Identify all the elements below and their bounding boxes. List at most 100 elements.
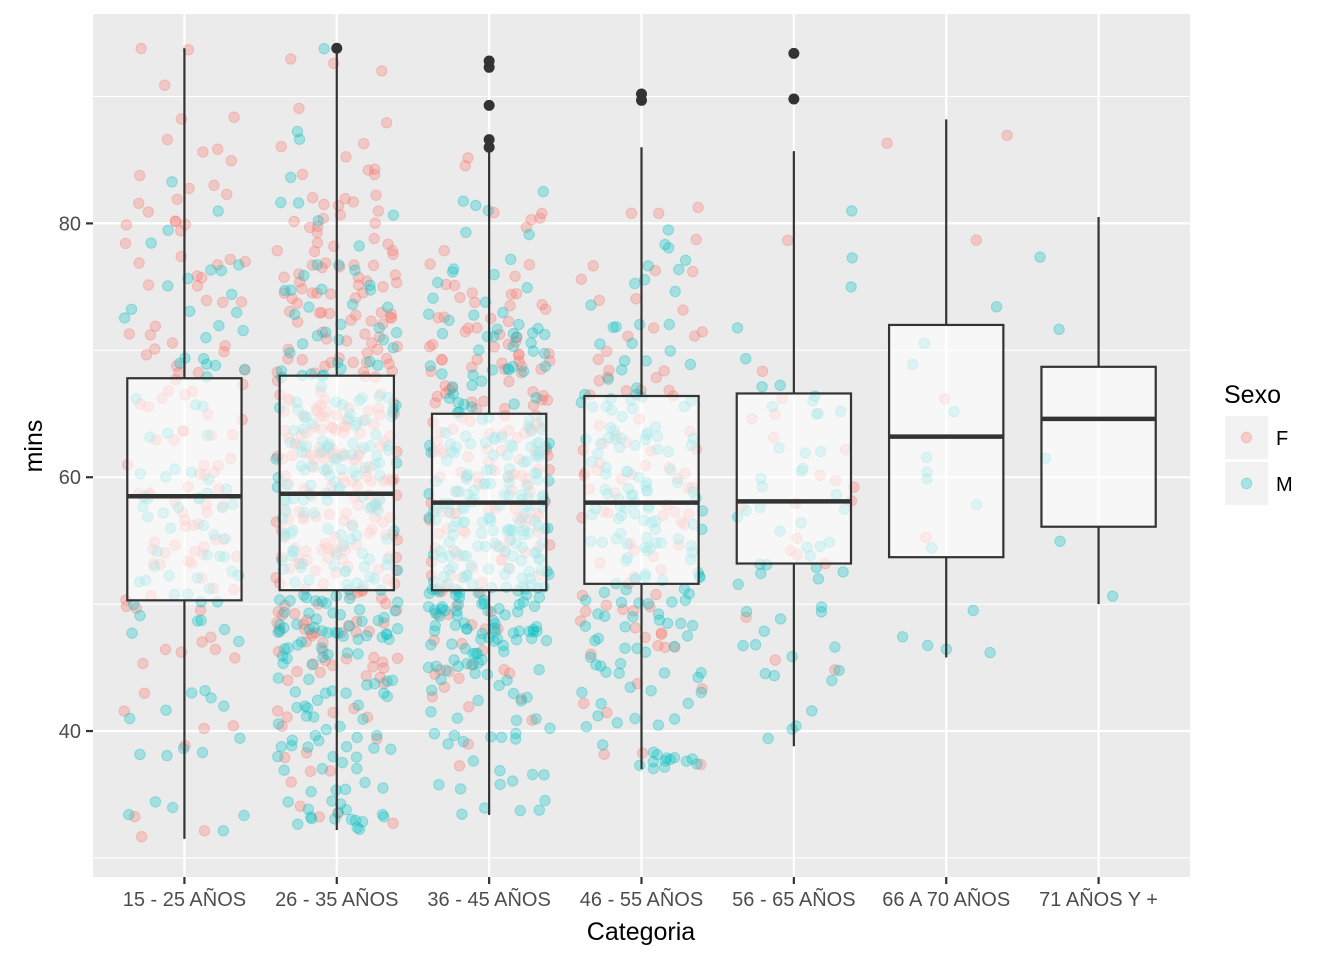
- jitter-point-F: [142, 206, 155, 218]
- jitter-point-M: [618, 355, 631, 367]
- jitter-point-F: [471, 322, 483, 334]
- jitter-point-M: [436, 601, 449, 613]
- jitter-point-M: [237, 324, 249, 337]
- y-tick-label: 60: [59, 467, 81, 489]
- jitter-point-M: [337, 630, 349, 642]
- jitter-point-M: [457, 195, 469, 207]
- jitter-point-F: [314, 666, 326, 678]
- jitter-point-F: [227, 720, 240, 732]
- jitter-point-M: [233, 635, 245, 648]
- jitter-point-M: [184, 305, 196, 317]
- jitter-point-F: [200, 294, 213, 307]
- jitter-point-F: [498, 664, 510, 676]
- jitter-point-M: [454, 783, 467, 795]
- jitter-point-M: [340, 804, 352, 816]
- jitter-point-M: [448, 263, 460, 275]
- jitter-point-F: [769, 654, 781, 666]
- jitter-point-F: [209, 643, 222, 656]
- jitter-point-F: [367, 661, 379, 673]
- boxplot-3: [430, 55, 548, 815]
- jitter-point-M: [311, 694, 324, 706]
- jitter-point-F: [196, 636, 208, 648]
- jitter-point-F: [434, 664, 446, 676]
- jitter-point-M: [505, 253, 517, 265]
- jitter-point-F: [692, 201, 704, 214]
- jitter-point-F: [655, 627, 668, 639]
- jitter-point-M: [371, 729, 383, 742]
- jitter-point-M: [669, 285, 681, 298]
- jitter-point-F: [133, 257, 145, 269]
- jitter-point-M: [544, 722, 556, 734]
- jitter-point-F: [652, 640, 664, 652]
- jitter-point-M: [461, 623, 473, 635]
- jitter-point-M: [510, 634, 523, 646]
- jitter-point-F: [135, 42, 147, 55]
- legend-key-M: [1240, 477, 1253, 490]
- jitter-point-M: [369, 678, 381, 690]
- jitter-point-M: [467, 658, 479, 671]
- jitter-point-F: [137, 657, 149, 670]
- jitter-point-F: [469, 296, 481, 309]
- jitter-point-F: [282, 343, 294, 355]
- jitter-point-F: [197, 146, 209, 158]
- jitter-point-F: [350, 309, 362, 321]
- jitter-point-F: [650, 588, 662, 601]
- jitter-point-M: [447, 388, 459, 400]
- jitter-point-M: [737, 639, 749, 652]
- jitter-point-F: [296, 354, 308, 366]
- jitter-point-F: [320, 333, 333, 345]
- jitter-point-F: [378, 677, 390, 690]
- jitter-point-M: [385, 743, 397, 755]
- jitter-point-F: [372, 205, 385, 217]
- jitter-point-F: [363, 625, 375, 638]
- jitter-point-M: [291, 701, 303, 714]
- jitter-point-M: [517, 596, 530, 608]
- jitter-point-M: [286, 734, 298, 746]
- jitter-point-F: [463, 701, 475, 713]
- jitter-point-F: [466, 361, 478, 373]
- jitter-point-M: [833, 664, 845, 677]
- jitter-point-M: [494, 778, 506, 791]
- x-tick-label: 46 - 55 AÑOS: [580, 887, 703, 911]
- jitter-point-M: [653, 614, 666, 626]
- jitter-point-M: [272, 672, 285, 684]
- jitter-point-F: [456, 637, 468, 650]
- jitter-point-M: [428, 728, 441, 740]
- x-tick-label: 56 - 65 AÑOS: [732, 887, 855, 911]
- jitter-point-M: [467, 647, 479, 660]
- jitter-point-M: [597, 739, 609, 751]
- box-iqr: [126, 377, 243, 602]
- jitter-point-F: [347, 196, 359, 208]
- jitter-point-F: [543, 348, 555, 360]
- jitter-point-M: [458, 617, 470, 629]
- jitter-point-F: [504, 300, 516, 312]
- x-axis-title: Categoria: [587, 918, 695, 946]
- jitter-point-F: [235, 296, 248, 308]
- y-tick-label: 80: [59, 213, 81, 235]
- jitter-point-M: [376, 631, 388, 643]
- jitter-point-F: [653, 207, 665, 220]
- jitter-point-M: [238, 809, 250, 822]
- jitter-point-M: [453, 591, 466, 604]
- jitter-point-M: [149, 796, 162, 808]
- jitter-point-M: [449, 619, 462, 631]
- jitter-point-M: [378, 687, 390, 699]
- jitter-point-F: [576, 589, 589, 602]
- jitter-point-F: [431, 608, 444, 621]
- jitter-point-M: [205, 692, 217, 704]
- jitter-point-M: [461, 657, 473, 670]
- legend-title: Sexo: [1224, 381, 1281, 409]
- jitter-point-M: [478, 594, 490, 607]
- jitter-point-F: [389, 269, 401, 281]
- jitter-point-M: [629, 277, 641, 290]
- jitter-point-F: [630, 293, 642, 305]
- jitter-point-M: [624, 681, 636, 693]
- y-tick-label: 40: [59, 721, 81, 743]
- jitter-point-F: [381, 352, 393, 365]
- jitter-point-M: [274, 594, 286, 606]
- jitter-point-M: [299, 700, 311, 712]
- jitter-point-F: [291, 297, 303, 309]
- jitter-point-F: [171, 360, 183, 372]
- jitter-point-F: [424, 258, 436, 270]
- jitter-point-F: [350, 626, 362, 638]
